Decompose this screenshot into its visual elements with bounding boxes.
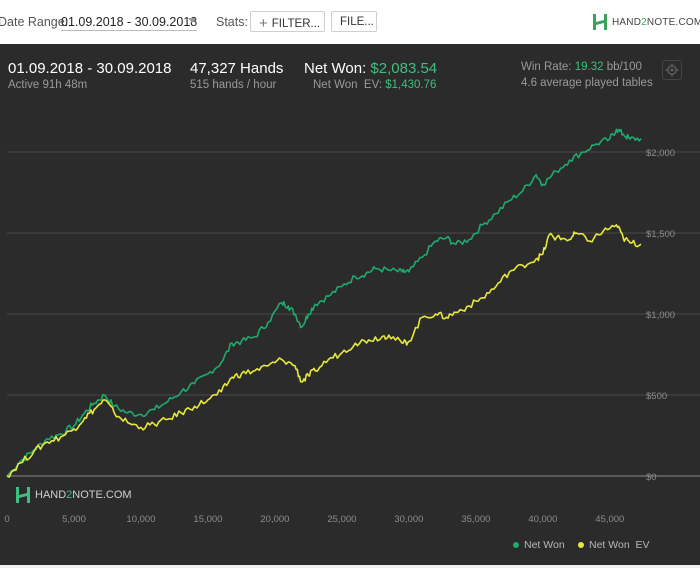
report-panel: [0, 44, 700, 565]
file-button-label: FILE...: [340, 16, 374, 28]
series-line-net-won-ev: [6, 224, 642, 478]
period-title: 01.09.2018 - 30.09.2018: [8, 60, 172, 77]
legend-label-net-won-ev: Net Won EV: [589, 539, 650, 551]
x-tick-label: 40,000: [528, 514, 557, 525]
chart-logo-two: 2: [66, 489, 73, 501]
chart-logo-hand: HAND: [35, 489, 67, 501]
filter-button[interactable]: + FILTER...: [250, 11, 325, 32]
legend-dot-net-won: [513, 542, 519, 548]
net-won: Net Won: $2,083.54: [304, 60, 437, 77]
y-tick-label: $1,500: [646, 229, 675, 240]
logo-text-two: 2: [641, 16, 647, 28]
x-tick-label: 20,000: [260, 514, 289, 525]
win-rate-label: Win Rate:: [521, 61, 572, 73]
hand2note-logo-icon: [16, 487, 30, 503]
hands-count: 47,327 Hands: [190, 60, 284, 77]
legend-label-net-won: Net Won: [524, 539, 565, 551]
win-rate: Win Rate: 19.32 bb/100: [521, 61, 642, 73]
stats-label: Stats:: [216, 15, 248, 29]
date-range-select[interactable]: 01.09.2018 - 30.09.2018: [61, 15, 198, 31]
y-tick-label: $500: [646, 391, 667, 402]
toolbar: Date Range: 01.09.2018 - 30.09.2018 Stat…: [0, 0, 700, 44]
legend-item-net-won-ev[interactable]: Net Won EV: [578, 539, 650, 551]
series-line-net-won: [6, 128, 642, 477]
avg-tables: 4.6 average played tables: [521, 77, 653, 89]
x-tick-label: 15,000: [193, 514, 222, 525]
legend-item-net-won[interactable]: Net Won: [513, 539, 565, 551]
active-time: Active 91h 48m: [8, 79, 88, 91]
logo-text-note: NOTE.COM: [646, 16, 700, 28]
net-won-label: Net Won:: [304, 60, 367, 77]
date-range-label: Date Range:: [0, 15, 69, 29]
x-tick-label: 5,000: [62, 514, 86, 525]
logo[interactable]: HAND2NOTE.COM: [592, 12, 700, 32]
x-tick-label: 25,000: [327, 514, 356, 525]
logo-text: HAND2NOTE.COM: [612, 17, 700, 28]
net-won-ev: Net Won EV: $1,430.76: [313, 79, 436, 91]
net-won-value: $2,083.54: [370, 60, 438, 77]
x-tick-label: 35,000: [461, 514, 490, 525]
hand2note-logo-icon: [593, 14, 607, 30]
y-tick-label: $1,000: [646, 310, 675, 321]
y-tick-label: $0: [646, 472, 657, 483]
hands-per-hour: 515 hands / hour: [190, 79, 277, 91]
net-won-ev-label: Net Won EV:: [313, 79, 383, 91]
filter-button-label: FILTER...: [271, 18, 321, 30]
bottom-strip: [0, 565, 700, 568]
plus-icon: +: [259, 15, 268, 32]
x-tick-label: 45,000: [595, 514, 624, 525]
chart-logo-text: HAND2NOTE.COM: [35, 489, 132, 501]
chart-watermark-logo: HAND2NOTE.COM: [15, 486, 132, 504]
x-tick-label: 0: [4, 514, 9, 525]
settings-button[interactable]: [662, 60, 682, 80]
gear-icon: [665, 63, 679, 77]
file-button[interactable]: FILE...: [331, 11, 377, 32]
win-rate-value: 19.32: [574, 61, 604, 73]
win-rate-unit: bb/100: [606, 61, 642, 73]
legend-dot-net-won-ev: [578, 542, 584, 548]
chart-logo-note: NOTE.COM: [72, 489, 132, 501]
y-tick-label: $2,000: [646, 148, 675, 159]
net-won-ev-value: $1,430.76: [385, 79, 437, 91]
x-tick-label: 30,000: [394, 514, 423, 525]
chevron-down-icon[interactable]: [188, 18, 196, 23]
x-tick-label: 10,000: [126, 514, 155, 525]
logo-text-hand: HAND: [612, 16, 642, 28]
